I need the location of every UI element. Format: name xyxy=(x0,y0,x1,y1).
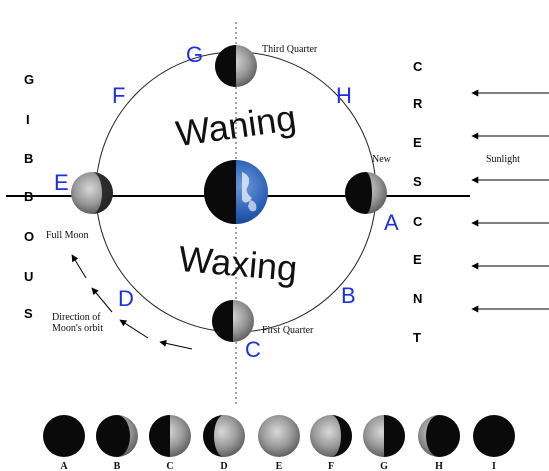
gibbous-letter: G xyxy=(24,72,34,87)
gibbous-letter: B xyxy=(24,151,33,166)
moon-position-g xyxy=(215,45,257,87)
orbit-letter-a: A xyxy=(384,210,399,235)
phase-g xyxy=(363,415,405,457)
crescent-letter: E xyxy=(413,252,422,267)
crescent-letter: C xyxy=(413,214,423,229)
direction-label-2: Moon's orbit xyxy=(52,323,103,334)
phase-c xyxy=(149,415,191,457)
gibbous-letter: S xyxy=(24,306,33,321)
full-moon-label: Full Moon xyxy=(46,230,89,241)
earth xyxy=(204,160,268,224)
orbit-letter-b: B xyxy=(341,283,356,308)
sunlight-arrows xyxy=(471,89,549,313)
phase-label: F xyxy=(328,461,334,471)
phase-d xyxy=(203,415,245,457)
gibbous-letter: U xyxy=(24,269,33,284)
gibbous-word: G I B B O U S xyxy=(24,72,34,321)
phase-label: I xyxy=(492,461,496,471)
moon-position-e xyxy=(71,172,113,214)
direction-label-1: Direction of xyxy=(52,312,101,323)
moon-position-c xyxy=(212,300,254,342)
phase-f xyxy=(310,415,352,457)
phase-label: D xyxy=(220,461,227,471)
phase-i xyxy=(473,415,515,457)
phase-label: G xyxy=(380,461,388,471)
phase-h xyxy=(418,415,460,457)
phase-b xyxy=(96,415,138,457)
orbit-letter-e: E xyxy=(54,170,69,195)
crescent-letter: C xyxy=(413,59,423,74)
phase-row xyxy=(43,415,515,457)
first-quarter-label: First Quarter xyxy=(262,325,314,336)
orbit-direction-arrows xyxy=(71,254,193,350)
gibbous-letter: I xyxy=(26,112,30,127)
crescent-letter: T xyxy=(413,330,421,345)
phase-label: A xyxy=(60,461,68,471)
waning-label: Waning xyxy=(173,97,298,154)
moon-position-a xyxy=(345,172,387,214)
orbit-letter-c: C xyxy=(245,337,261,362)
phase-label: H xyxy=(435,461,443,471)
crescent-letter: N xyxy=(413,291,422,306)
orbit-letter-h: H xyxy=(336,83,352,108)
phase-e xyxy=(258,415,300,457)
crescent-word: C R E S C E N T xyxy=(413,59,423,345)
crescent-letter: E xyxy=(413,135,422,150)
orbit-letter-f: F xyxy=(112,83,125,108)
gibbous-letter: O xyxy=(24,229,34,244)
new-label: New xyxy=(372,154,392,165)
phase-labels: A B C D E F G H I xyxy=(60,461,496,471)
waxing-label: Waxing xyxy=(177,238,299,289)
phase-label: B xyxy=(114,461,121,471)
crescent-letter: R xyxy=(413,96,423,111)
crescent-letter: S xyxy=(413,174,422,189)
third-quarter-label: Third Quarter xyxy=(262,44,318,55)
phase-label: E xyxy=(276,461,283,471)
gibbous-letter: B xyxy=(24,189,33,204)
orbit-letter-g: G xyxy=(186,42,203,67)
sunlight-label: Sunlight xyxy=(486,154,520,165)
phase-a xyxy=(43,415,85,457)
orbit-letter-d: D xyxy=(118,286,134,311)
phase-label: C xyxy=(166,461,173,471)
